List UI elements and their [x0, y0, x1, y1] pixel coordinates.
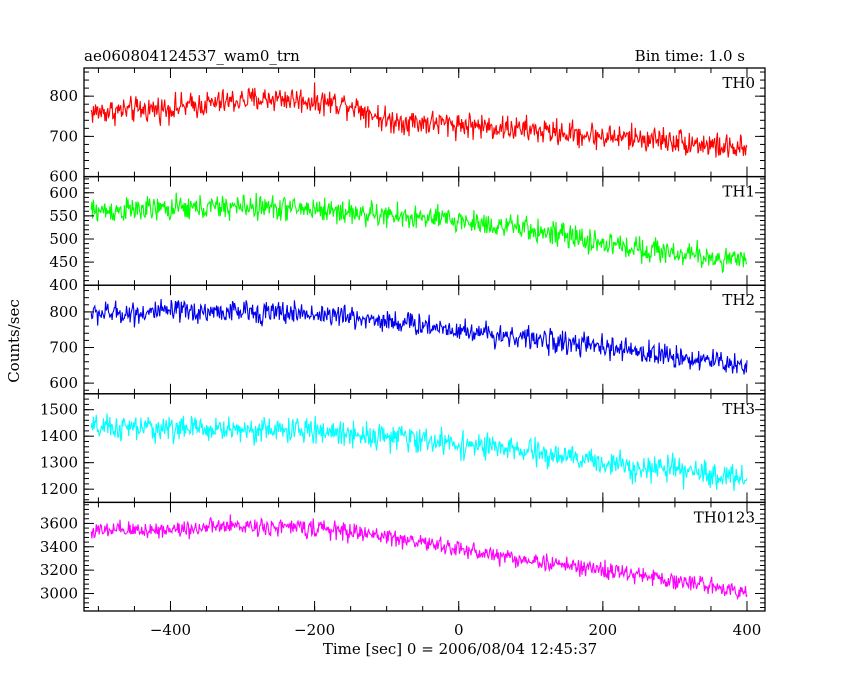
- x-axis-label: Time [sec] 0 = 2006/08/04 12:45:37: [323, 640, 597, 658]
- panel-th2: 600 700 800 TH2: [49, 284, 766, 395]
- panel-th3: 1200 1300 1400 1500 TH3: [40, 393, 766, 504]
- panel-frame: [83, 284, 766, 395]
- x-tick-label: −200: [294, 621, 335, 639]
- panel-frame: [83, 501, 766, 612]
- y-tick-label: 600: [49, 184, 78, 202]
- x-tick-label: 400: [733, 621, 762, 639]
- y-tick-label: 700: [49, 339, 78, 357]
- panel-frame: [83, 175, 766, 286]
- panel-frame: [83, 393, 766, 504]
- y-tick-label: 800: [49, 303, 78, 321]
- y-tick-label: 1300: [40, 454, 78, 472]
- series-line-th3: [90, 413, 748, 492]
- panel-th1: 400 450 500 550 600 TH1: [49, 175, 766, 294]
- series-line-th0: [90, 82, 748, 158]
- panel-frame: [83, 67, 766, 178]
- y-tick-label: 700: [49, 127, 78, 145]
- y-tick-label: 1500: [40, 401, 78, 419]
- panel-label: TH2: [722, 291, 755, 309]
- panel-label: TH3: [722, 400, 755, 418]
- y-tick-label: 800: [49, 87, 78, 105]
- y-tick-label: 1400: [40, 427, 78, 445]
- x-tick-label: −400: [150, 621, 191, 639]
- panel-label: TH0123: [694, 508, 755, 526]
- y-tick-label: 550: [49, 207, 78, 225]
- panels-group: 600 700 800 TH0 400 450 500 550 600 TH1 600 700 800 T…: [40, 67, 766, 639]
- y-tick-label: 3600: [40, 514, 78, 532]
- y-tick-label: 400: [49, 276, 78, 294]
- panel-label: TH0: [722, 74, 755, 92]
- panel-th0: 600 700 800 TH0: [49, 67, 766, 186]
- y-tick-label: 500: [49, 230, 78, 248]
- x-tick-label: 200: [589, 621, 618, 639]
- y-tick-label: 3200: [40, 561, 78, 579]
- y-tick-label: 450: [49, 253, 78, 271]
- series-line-th0123: [90, 514, 748, 601]
- y-tick-label: 1200: [40, 480, 78, 498]
- y-axis-label: Counts/sec: [5, 299, 23, 383]
- panel-th0123: 3000 3200 3400 3600 TH0123: [40, 501, 766, 612]
- y-tick-label: 600: [49, 374, 78, 392]
- x-tick-label: 0: [454, 621, 464, 639]
- panel-label: TH1: [722, 183, 755, 201]
- y-tick-label: 3400: [40, 538, 78, 556]
- bin-time-label: Bin time: 1.0 s: [635, 47, 745, 65]
- series-line-th2: [90, 299, 748, 375]
- y-tick-label: 3000: [40, 584, 78, 602]
- series-line-th1: [90, 192, 747, 274]
- y-tick-label: 600: [49, 168, 78, 186]
- chart-title: ae060804124537_wam0_trn: [84, 47, 300, 65]
